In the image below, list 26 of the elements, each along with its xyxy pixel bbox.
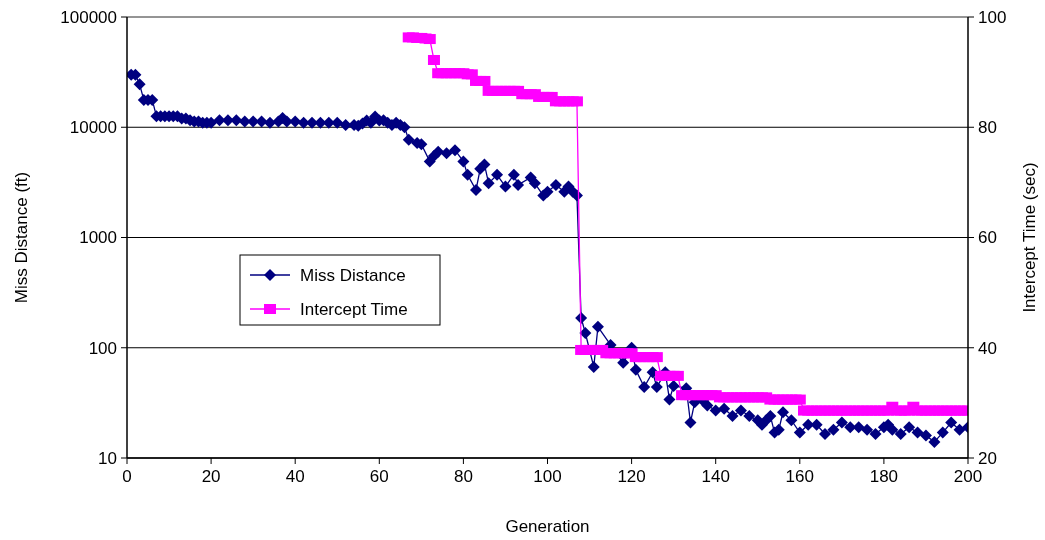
x-tick-label: 80: [453, 467, 473, 486]
x-tick-label: 40: [285, 467, 305, 486]
y2-tick-label: 20: [978, 448, 997, 468]
y2-tick-label: 40: [978, 338, 997, 358]
y-tick-label: 1000: [79, 228, 117, 248]
legend-label: Intercept Time: [300, 299, 408, 319]
y2-tick-label: 60: [978, 228, 997, 248]
y-tick-label: 10000: [69, 118, 117, 138]
x-axis-title: Generation: [505, 517, 590, 536]
y2-tick-label: 80: [978, 118, 997, 138]
x-tick-label: 100: [533, 467, 562, 486]
y2-axis-title: Intercept Time (sec): [1020, 162, 1039, 313]
x-tick-label: 140: [701, 467, 730, 486]
x-tick-label: 120: [617, 467, 646, 486]
y-tick-label: 10: [98, 448, 117, 468]
x-tick-label: 200: [953, 467, 983, 486]
y-tick-label: 100000: [60, 7, 117, 27]
x-tick-label: 180: [869, 467, 899, 486]
x-tick-label: 20: [201, 467, 221, 486]
x-tick-label: 60: [369, 467, 389, 486]
x-tick-label: 160: [785, 467, 814, 486]
y2-tick-label: 100: [978, 7, 1007, 27]
y-axis-title: Miss Distance (ft): [12, 171, 31, 304]
y-tick-label: 100: [88, 338, 117, 358]
legend-label: Miss Distance: [300, 265, 406, 285]
x-tick-label: 0: [122, 467, 132, 486]
